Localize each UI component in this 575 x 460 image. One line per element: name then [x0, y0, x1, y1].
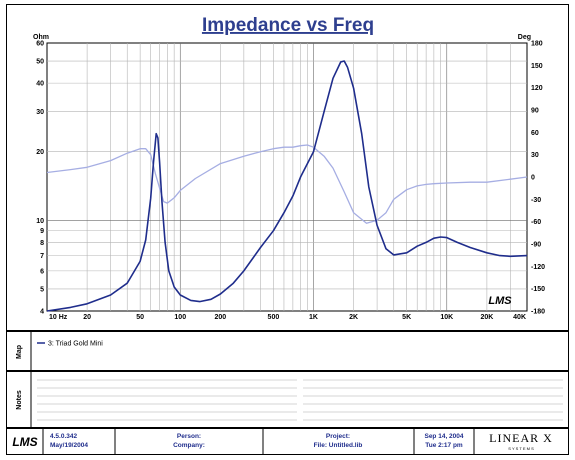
y-left-tick-label: 8	[40, 240, 44, 247]
company-label: Company:	[173, 442, 205, 449]
y-left-tick-label: 6	[40, 268, 44, 275]
x-tick-label: 10 Hz	[49, 314, 68, 321]
y-left-tick-label: 60	[36, 41, 44, 48]
y-right-tick-label: 90	[531, 108, 539, 115]
report-time: Tue 2:17 pm	[425, 442, 463, 449]
x-tick-label: 10K	[440, 314, 453, 321]
x-tick-label: 20K	[480, 314, 493, 321]
y-right-unit: Deg	[518, 34, 531, 41]
notes-lines	[37, 379, 563, 421]
y-right-tick-label: -120	[531, 264, 545, 271]
y-right-tick-label: 120	[531, 85, 543, 92]
x-tick-label: 100	[174, 314, 186, 321]
version-date: May/19/2004	[50, 442, 88, 449]
x-tick-labels: 10 Hz 20 50 100 200 500 1K 2K 5K 10K 20K 40K	[49, 314, 526, 321]
y-right-tick-label: -180	[531, 309, 545, 316]
notes-label: Notes	[16, 390, 23, 410]
map-label: Map	[16, 345, 23, 359]
y-right-tick-label: -60	[531, 219, 541, 226]
y-left-tick-label: 40	[36, 81, 44, 88]
y-left-tick-label: 20	[36, 149, 44, 156]
y-left-tick-label: 50	[36, 59, 44, 66]
x-tick-label: 50	[136, 314, 144, 321]
y-right-tick-label: -150	[531, 286, 545, 293]
project-label: Project:	[326, 433, 350, 440]
version: 4.5.0.342	[50, 433, 77, 440]
file-label: File: Untitled.lib	[314, 442, 363, 449]
y-right-tick-label: 0	[531, 175, 535, 182]
y-right-tick-labels: 180 150 120 90 60 30 0 -30 -60 -90 -120 -150 -180	[531, 41, 545, 316]
x-tick-label: 2K	[349, 314, 358, 321]
person-label: Person:	[177, 433, 201, 440]
y-left-unit: Ohm	[33, 34, 49, 41]
grid	[47, 43, 527, 311]
y-right-tick-label: 180	[531, 41, 543, 48]
brand-sub: S Y S T E M S	[508, 446, 534, 451]
x-tick-label: 1K	[309, 314, 318, 321]
x-tick-label: 40K	[513, 314, 526, 321]
impedance-series-line	[46, 60, 528, 312]
y-left-tick-label: 30	[36, 109, 44, 116]
x-tick-label: 500	[268, 314, 280, 321]
y-left-tick-label: 5	[40, 286, 44, 293]
y-left-tick-label: 9	[40, 228, 44, 235]
chart-title: Impedance vs Freq	[202, 15, 374, 36]
y-left-tick-label: 4	[40, 309, 44, 316]
x-tick-label: 5K	[402, 314, 411, 321]
y-right-tick-label: 150	[531, 63, 543, 70]
brand-logo: LINEAR X	[489, 431, 553, 445]
y-right-tick-label: 30	[531, 152, 539, 159]
y-right-tick-label: -30	[531, 197, 541, 204]
series-group	[46, 60, 528, 312]
y-right-tick-label: 60	[531, 130, 539, 137]
phase-series-line	[46, 144, 528, 224]
y-right-tick-label: -90	[531, 242, 541, 249]
lms-watermark: LMS	[488, 295, 512, 307]
report-date: Sep 14, 2004	[424, 433, 463, 440]
y-left-tick-labels: 60 50 40 30 20 10 9 8 7 6 5 4	[36, 41, 44, 316]
y-left-tick-label: 10	[36, 218, 44, 225]
x-tick-label: 20	[83, 314, 91, 321]
x-tick-label: 200	[215, 314, 227, 321]
y-left-tick-label: 7	[40, 253, 44, 260]
footer-logo: LMS	[12, 435, 37, 449]
legend-entry: 3: Triad Gold Mini	[48, 341, 103, 348]
